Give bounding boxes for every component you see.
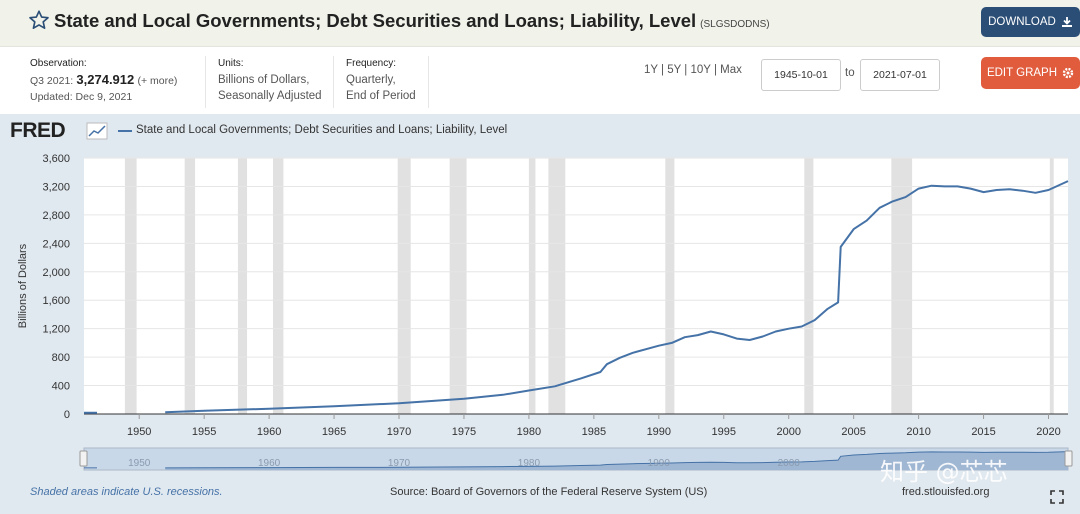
series-line[interactable] [84, 180, 1069, 414]
navigator-tick-label: 1970 [388, 458, 411, 469]
edit-graph-label: EDIT GRAPH [986, 67, 1058, 79]
page-title: State and Local Governments; Debt Securi… [54, 10, 770, 32]
divider [205, 56, 206, 108]
units-label: Units: [218, 58, 244, 69]
x-tick-label: 1990 [647, 426, 671, 438]
source-note: Source: Board of Governors of the Federa… [390, 486, 708, 498]
x-tick-label: 2000 [776, 426, 800, 438]
plot-background [84, 158, 1068, 414]
recession-band [124, 158, 137, 414]
y-tick-label: 2,800 [42, 210, 70, 222]
observation-label: Observation: [30, 58, 87, 69]
series-title: State and Local Governments; Debt Securi… [54, 10, 697, 31]
series-id: (SLGSDODNS) [700, 19, 770, 30]
recession-band [891, 158, 913, 414]
recession-band [397, 158, 411, 414]
frequency-line2: End of Period [346, 90, 416, 102]
units-line2: Seasonally Adjusted [218, 90, 322, 102]
x-tick-label: 1985 [582, 426, 606, 438]
x-tick-label: 2015 [971, 426, 995, 438]
navigator-area [84, 451, 1068, 470]
y-tick-label: 3,200 [42, 181, 70, 193]
download-label: DOWNLOAD [988, 16, 1056, 28]
x-tick-label: 2005 [841, 426, 865, 438]
frequency-block: Frequency: Quarterly, End of Period [346, 56, 416, 104]
recession-band [273, 158, 284, 414]
observation-period: Q3 2021: [30, 75, 74, 87]
observation-block: Observation: Q3 2021: 3,274.912 (+ more)… [30, 56, 177, 105]
y-tick-label: 2,000 [42, 267, 70, 279]
x-tick-label: 1970 [387, 426, 411, 438]
watermark: 知乎 @芯芯 [880, 458, 1008, 486]
range-10y[interactable]: 10Y [690, 64, 711, 76]
edit-graph-button[interactable]: EDIT GRAPH [981, 57, 1080, 89]
line-chart[interactable]: 0 400 800 1,200 1,600 2,000 2,400 2,800 3,200 3,6… [0, 114, 1080, 484]
y-axis-label: Billions of Dollars [17, 243, 29, 328]
to-label: to [845, 67, 855, 79]
range-selector: 1Y | 5Y | 10Y | Max [644, 64, 742, 76]
x-tick-label: 1965 [322, 426, 346, 438]
fullscreen-icon[interactable] [1050, 490, 1064, 504]
range-5y[interactable]: 5Y [667, 64, 682, 76]
recession-band [1049, 158, 1054, 414]
source-url[interactable]: fred.stlouisfed.org [902, 486, 990, 498]
y-tick-label: 3,600 [42, 153, 70, 165]
recession-band [184, 158, 196, 414]
gear-icon [1062, 67, 1074, 79]
recession-band [449, 158, 467, 414]
observation-more-link[interactable]: (+ more) [137, 75, 178, 87]
navigator-tick-label: 1990 [648, 458, 671, 469]
navigator-tick-label: 1980 [518, 458, 541, 469]
y-tick-label: 0 [64, 409, 70, 421]
navigator-line [84, 451, 1069, 469]
x-tick-label: 1975 [452, 426, 476, 438]
star-icon[interactable] [28, 9, 50, 31]
recession-band [548, 158, 566, 414]
units-line1: Billions of Dollars, [218, 74, 310, 86]
recession-band [237, 158, 248, 414]
x-tick-label: 1950 [127, 426, 151, 438]
observation-value: 3,274.912 [76, 72, 135, 87]
legend-swatch [118, 130, 132, 132]
x-tick-label: 1960 [257, 426, 281, 438]
y-tick-label: 1,200 [42, 324, 70, 336]
recession-band [528, 158, 536, 414]
download-icon [1061, 17, 1072, 27]
fred-chart-icon [86, 122, 108, 140]
x-tick-label: 1955 [192, 426, 216, 438]
divider [428, 56, 429, 108]
legend-label: State and Local Governments; Debt Securi… [136, 124, 508, 136]
y-tick-label: 1,600 [42, 295, 70, 307]
navigator-handle-left[interactable] [79, 450, 88, 467]
x-tick-label: 2010 [906, 426, 930, 438]
navigator-handle-right[interactable] [1064, 450, 1073, 467]
x-tick-label: 1995 [712, 426, 736, 438]
divider [333, 56, 334, 108]
start-date-input[interactable]: 1945-10-01 [761, 59, 841, 91]
y-tick-label: 800 [52, 352, 70, 364]
header-bar: State and Local Governments; Debt Securi… [0, 0, 1080, 47]
units-block: Units: Billions of Dollars, Seasonally A… [218, 56, 322, 104]
fred-logo: FRED [10, 119, 66, 142]
end-date-input[interactable]: 2021-07-01 [860, 59, 940, 91]
updated-date: Updated: Dec 9, 2021 [30, 91, 133, 103]
y-tick-label: 2,400 [42, 238, 70, 250]
y-tick-label: 400 [52, 381, 70, 393]
x-tick-label: 2020 [1036, 426, 1060, 438]
frequency-label: Frequency: [346, 58, 397, 69]
x-tick-label: 1980 [517, 426, 541, 438]
frequency-line1: Quarterly, [346, 74, 396, 86]
navigator-tick-label: 2000 [778, 458, 801, 469]
download-button[interactable]: DOWNLOAD [981, 7, 1080, 37]
recession-note: Shaded areas indicate U.S. recessions. [30, 486, 223, 498]
recession-band [665, 158, 675, 414]
recession-band [804, 158, 814, 414]
navigator-tick-label: 1960 [258, 458, 281, 469]
range-1y[interactable]: 1Y [644, 64, 658, 76]
range-max[interactable]: Max [720, 64, 742, 76]
navigator-tick-label: 1950 [128, 458, 151, 469]
